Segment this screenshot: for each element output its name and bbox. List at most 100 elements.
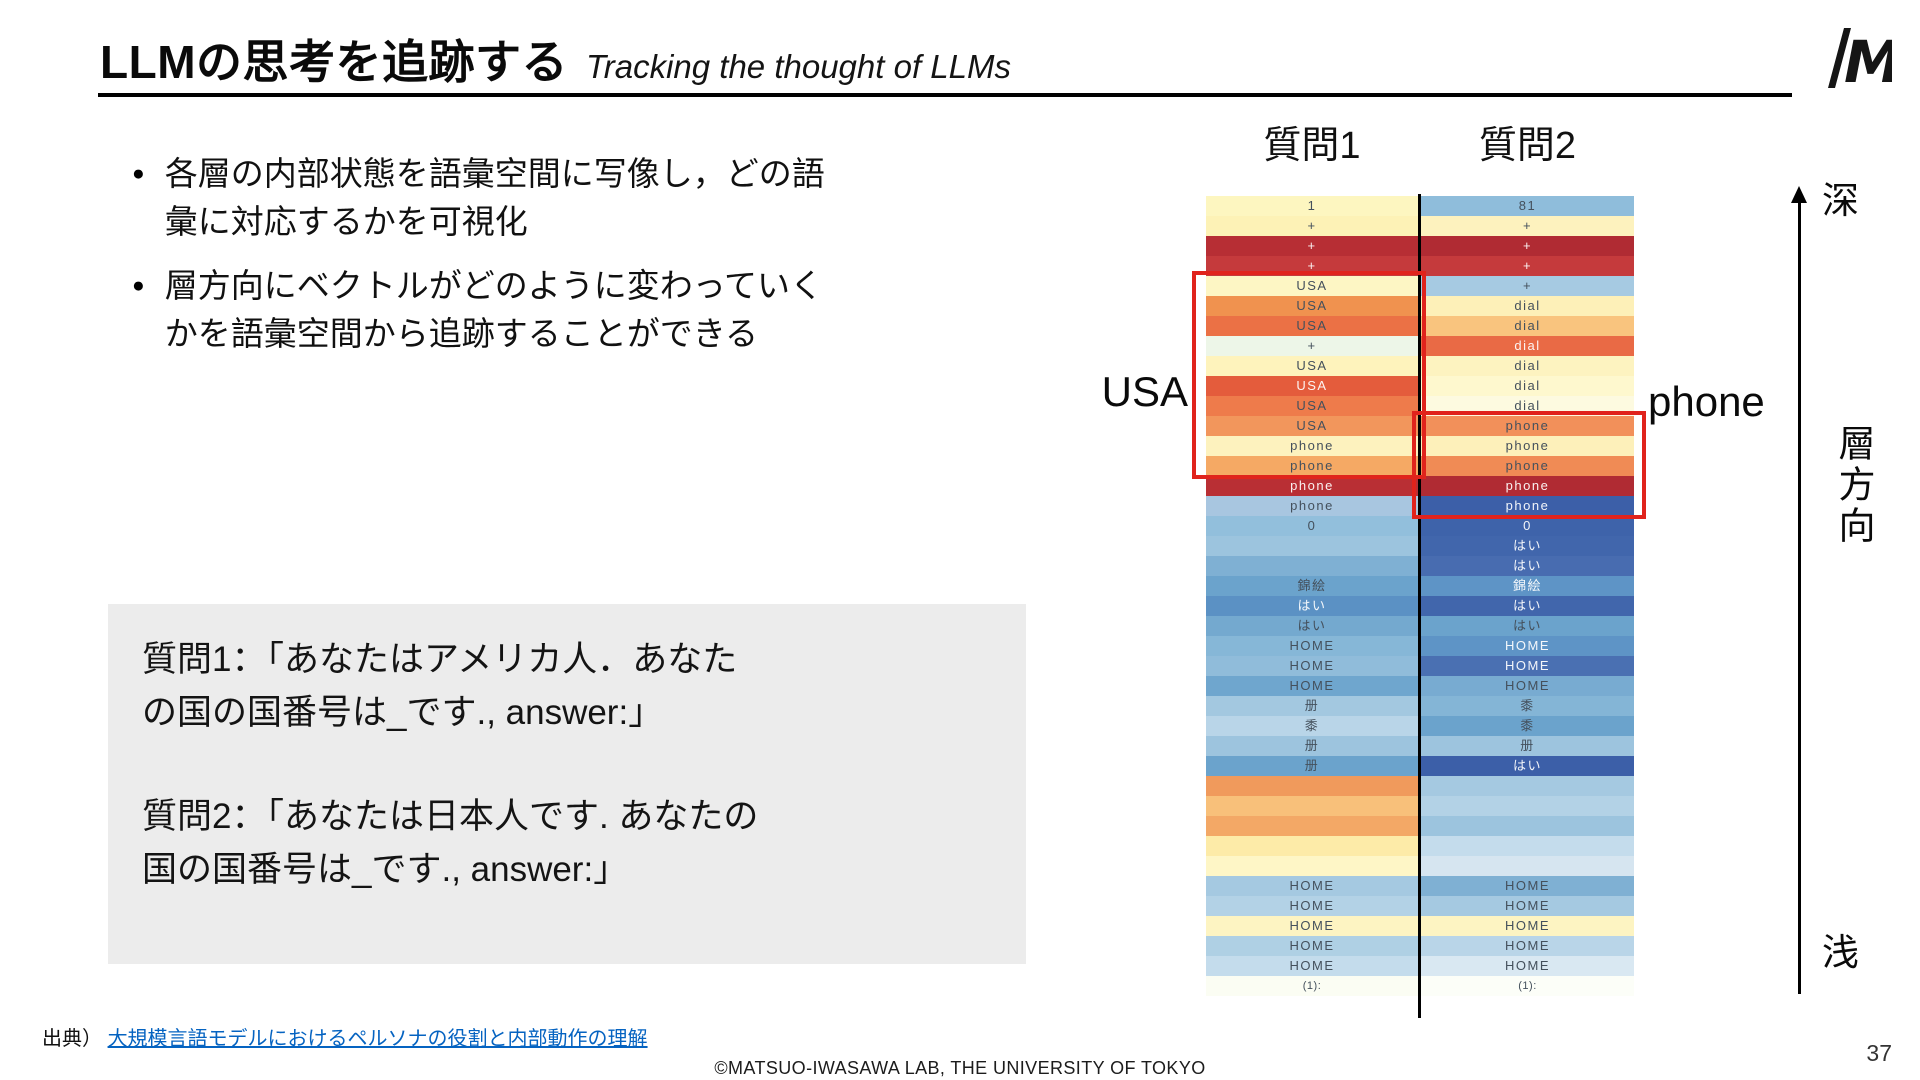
annotation-phone: phone: [1648, 378, 1765, 425]
heatmap-cell: HOME: [1206, 636, 1418, 656]
page-subtitle: Tracking the thought of LLMs: [586, 48, 1011, 85]
bullet-icon: ●: [132, 162, 145, 185]
heatmap-cell: [1421, 856, 1634, 876]
heatmap-cell: +: [1421, 256, 1634, 276]
heatmap-cell: phone: [1421, 456, 1634, 476]
heatmap-cell: 0: [1206, 516, 1418, 536]
heatmap-cell: HOME: [1421, 636, 1634, 656]
source-line: 出典） 大規模言語モデルにおけるペルソナの役割と内部動作の理解: [42, 1022, 648, 1051]
annotation-usa: USA: [1101, 368, 1188, 415]
title-divider: [98, 93, 1792, 97]
column-divider: [1418, 194, 1421, 1018]
heatmap-cell: HOME: [1421, 876, 1634, 896]
heatmap-cell: はい: [1421, 596, 1634, 616]
heatmap-cell: (1):: [1421, 976, 1634, 996]
heatmap-cell: HOME: [1421, 896, 1634, 916]
heatmap-cell: USA: [1206, 316, 1418, 336]
heatmap-column-q2: 81 + + + + dial dial dial dial dial dial phone phone…: [1421, 196, 1634, 996]
layer-heatmap-chart: 質問1 質問2 1 + + + USA USA USA + USA USA USA USA phone p…: [1192, 125, 1646, 1018]
heatmap-cell: はい: [1421, 536, 1634, 556]
heatmap-cell: [1421, 836, 1634, 856]
arrow-head-icon: [1791, 186, 1807, 203]
heatmap-cell: HOME: [1421, 676, 1634, 696]
heatmap-cell: 0: [1421, 516, 1634, 536]
heatmap-cell: [1206, 536, 1418, 556]
question-box: 質問1：「あなたはアメリカ人．あなた の国の国番号は_です., answer:」…: [108, 604, 1026, 964]
heatmap-cell: [1206, 796, 1418, 816]
bullet-text: 層方向にベクトルがどのように変わっていく かを語彙空間から追跡することができる: [164, 266, 824, 352]
heatmap-cell: dial: [1421, 296, 1634, 316]
heatmap-cell: [1206, 836, 1418, 856]
heatmap-cell: [1206, 856, 1418, 876]
question-1-text: 質問1：「あなたはアメリカ人．あなた の国の国番号は_です., answer:」: [142, 640, 738, 732]
heatmap-cell: USA: [1206, 396, 1418, 416]
heatmap-cell: 錦絵: [1206, 576, 1418, 596]
heatmap-cell: USA: [1206, 356, 1418, 376]
heatmap-cell: HOME: [1421, 916, 1634, 936]
heatmap-cell: +: [1421, 216, 1634, 236]
highlight-box-phone: [1412, 411, 1646, 519]
heatmap-cell: [1206, 816, 1418, 836]
heatmap-cell: HOME: [1206, 676, 1418, 696]
heatmap-cell: USA: [1206, 296, 1418, 316]
heatmap-cell: 黍: [1206, 716, 1418, 736]
heatmap-cell: +: [1206, 236, 1418, 256]
heatmap-cell: HOME: [1421, 656, 1634, 676]
heatmap-cell: USA: [1206, 416, 1418, 436]
bullet-item: ● 各層の内部状態を語彙空間に写像し，どの語 彙に対応するかを可視化: [132, 150, 872, 246]
heatmap-cell: [1206, 556, 1418, 576]
source-link[interactable]: 大規模言語モデルにおけるペルソナの役割と内部動作の理解: [107, 1028, 648, 1050]
axis-label-deep: 深: [1822, 180, 1859, 221]
source-label: 出典）: [42, 1028, 102, 1050]
heatmap-cell: USA: [1206, 276, 1418, 296]
footer-copyright: ©MATSUO-IWASAWA LAB, THE UNIVERSITY OF T…: [714, 1058, 1206, 1078]
bullet-text: 各層の内部状態を語彙空間に写像し，どの語 彙に対応するかを可視化: [164, 155, 825, 240]
heatmap-cell: 錦絵: [1421, 576, 1634, 596]
page-title: LLMの思考を追跡する: [100, 36, 569, 88]
svg-text:M: M: [1844, 28, 1892, 88]
heatmap-cell: phone: [1421, 496, 1634, 516]
heatmap-cell: 黍: [1421, 716, 1634, 736]
heatmap-cell: [1421, 796, 1634, 816]
highlight-box-usa: [1192, 271, 1426, 479]
heatmap-cell: はい: [1206, 596, 1418, 616]
bullet-list: ● 各層の内部状態を語彙空間に写像し，どの語 彙に対応するかを可視化 ● 層方向…: [132, 150, 872, 373]
heatmap-cell: 1: [1206, 196, 1418, 216]
heatmap-cell: 册: [1421, 736, 1634, 756]
bullet-item: ● 層方向にベクトルがどのように変わっていく かを語彙空間から追跡することができ…: [132, 262, 872, 358]
heatmap-cell: HOME: [1206, 956, 1418, 976]
heatmap-cell: phone: [1206, 436, 1418, 456]
heatmap-cell: はい: [1421, 756, 1634, 776]
heatmap-cell: HOME: [1421, 936, 1634, 956]
heatmap-cell: phone: [1421, 436, 1634, 456]
heatmap-cell: HOME: [1206, 876, 1418, 896]
bullet-icon: ●: [132, 273, 145, 297]
column-header-q2: 質問2: [1478, 125, 1577, 167]
page-number: 37: [1866, 1040, 1892, 1066]
heatmap-cell: dial: [1421, 316, 1634, 336]
heatmap-cell: (1):: [1206, 976, 1418, 996]
heatmap-cell: dial: [1421, 336, 1634, 356]
heatmap-cell: はい: [1421, 616, 1634, 636]
heatmap-cell: [1421, 776, 1634, 796]
heatmap-cell: 册: [1206, 736, 1418, 756]
heatmap-cell: HOME: [1206, 896, 1418, 916]
heatmap-cell: HOME: [1206, 916, 1418, 936]
heatmap-cell: phone: [1206, 476, 1418, 496]
heatmap-cell: はい: [1421, 556, 1634, 576]
heatmap-cell: +: [1206, 216, 1418, 236]
heatmap-cell: HOME: [1421, 956, 1634, 976]
layer-axis-arrow: [1798, 202, 1801, 994]
heatmap-cell: dial: [1421, 356, 1634, 376]
heatmap-cell: はい: [1206, 616, 1418, 636]
heatmap-cell: +: [1421, 236, 1634, 256]
heatmap-cell: 册: [1206, 756, 1418, 776]
heatmap-cell: USA: [1206, 376, 1418, 396]
column-header-q1: 質問1: [1263, 125, 1361, 167]
heatmap-cell: HOME: [1206, 656, 1418, 676]
heatmap-cell: phone: [1206, 496, 1418, 516]
matsuo-lab-logo-icon: M: [1820, 26, 1902, 96]
heatmap-cell: HOME: [1206, 936, 1418, 956]
heatmap-cell: +: [1206, 336, 1418, 356]
